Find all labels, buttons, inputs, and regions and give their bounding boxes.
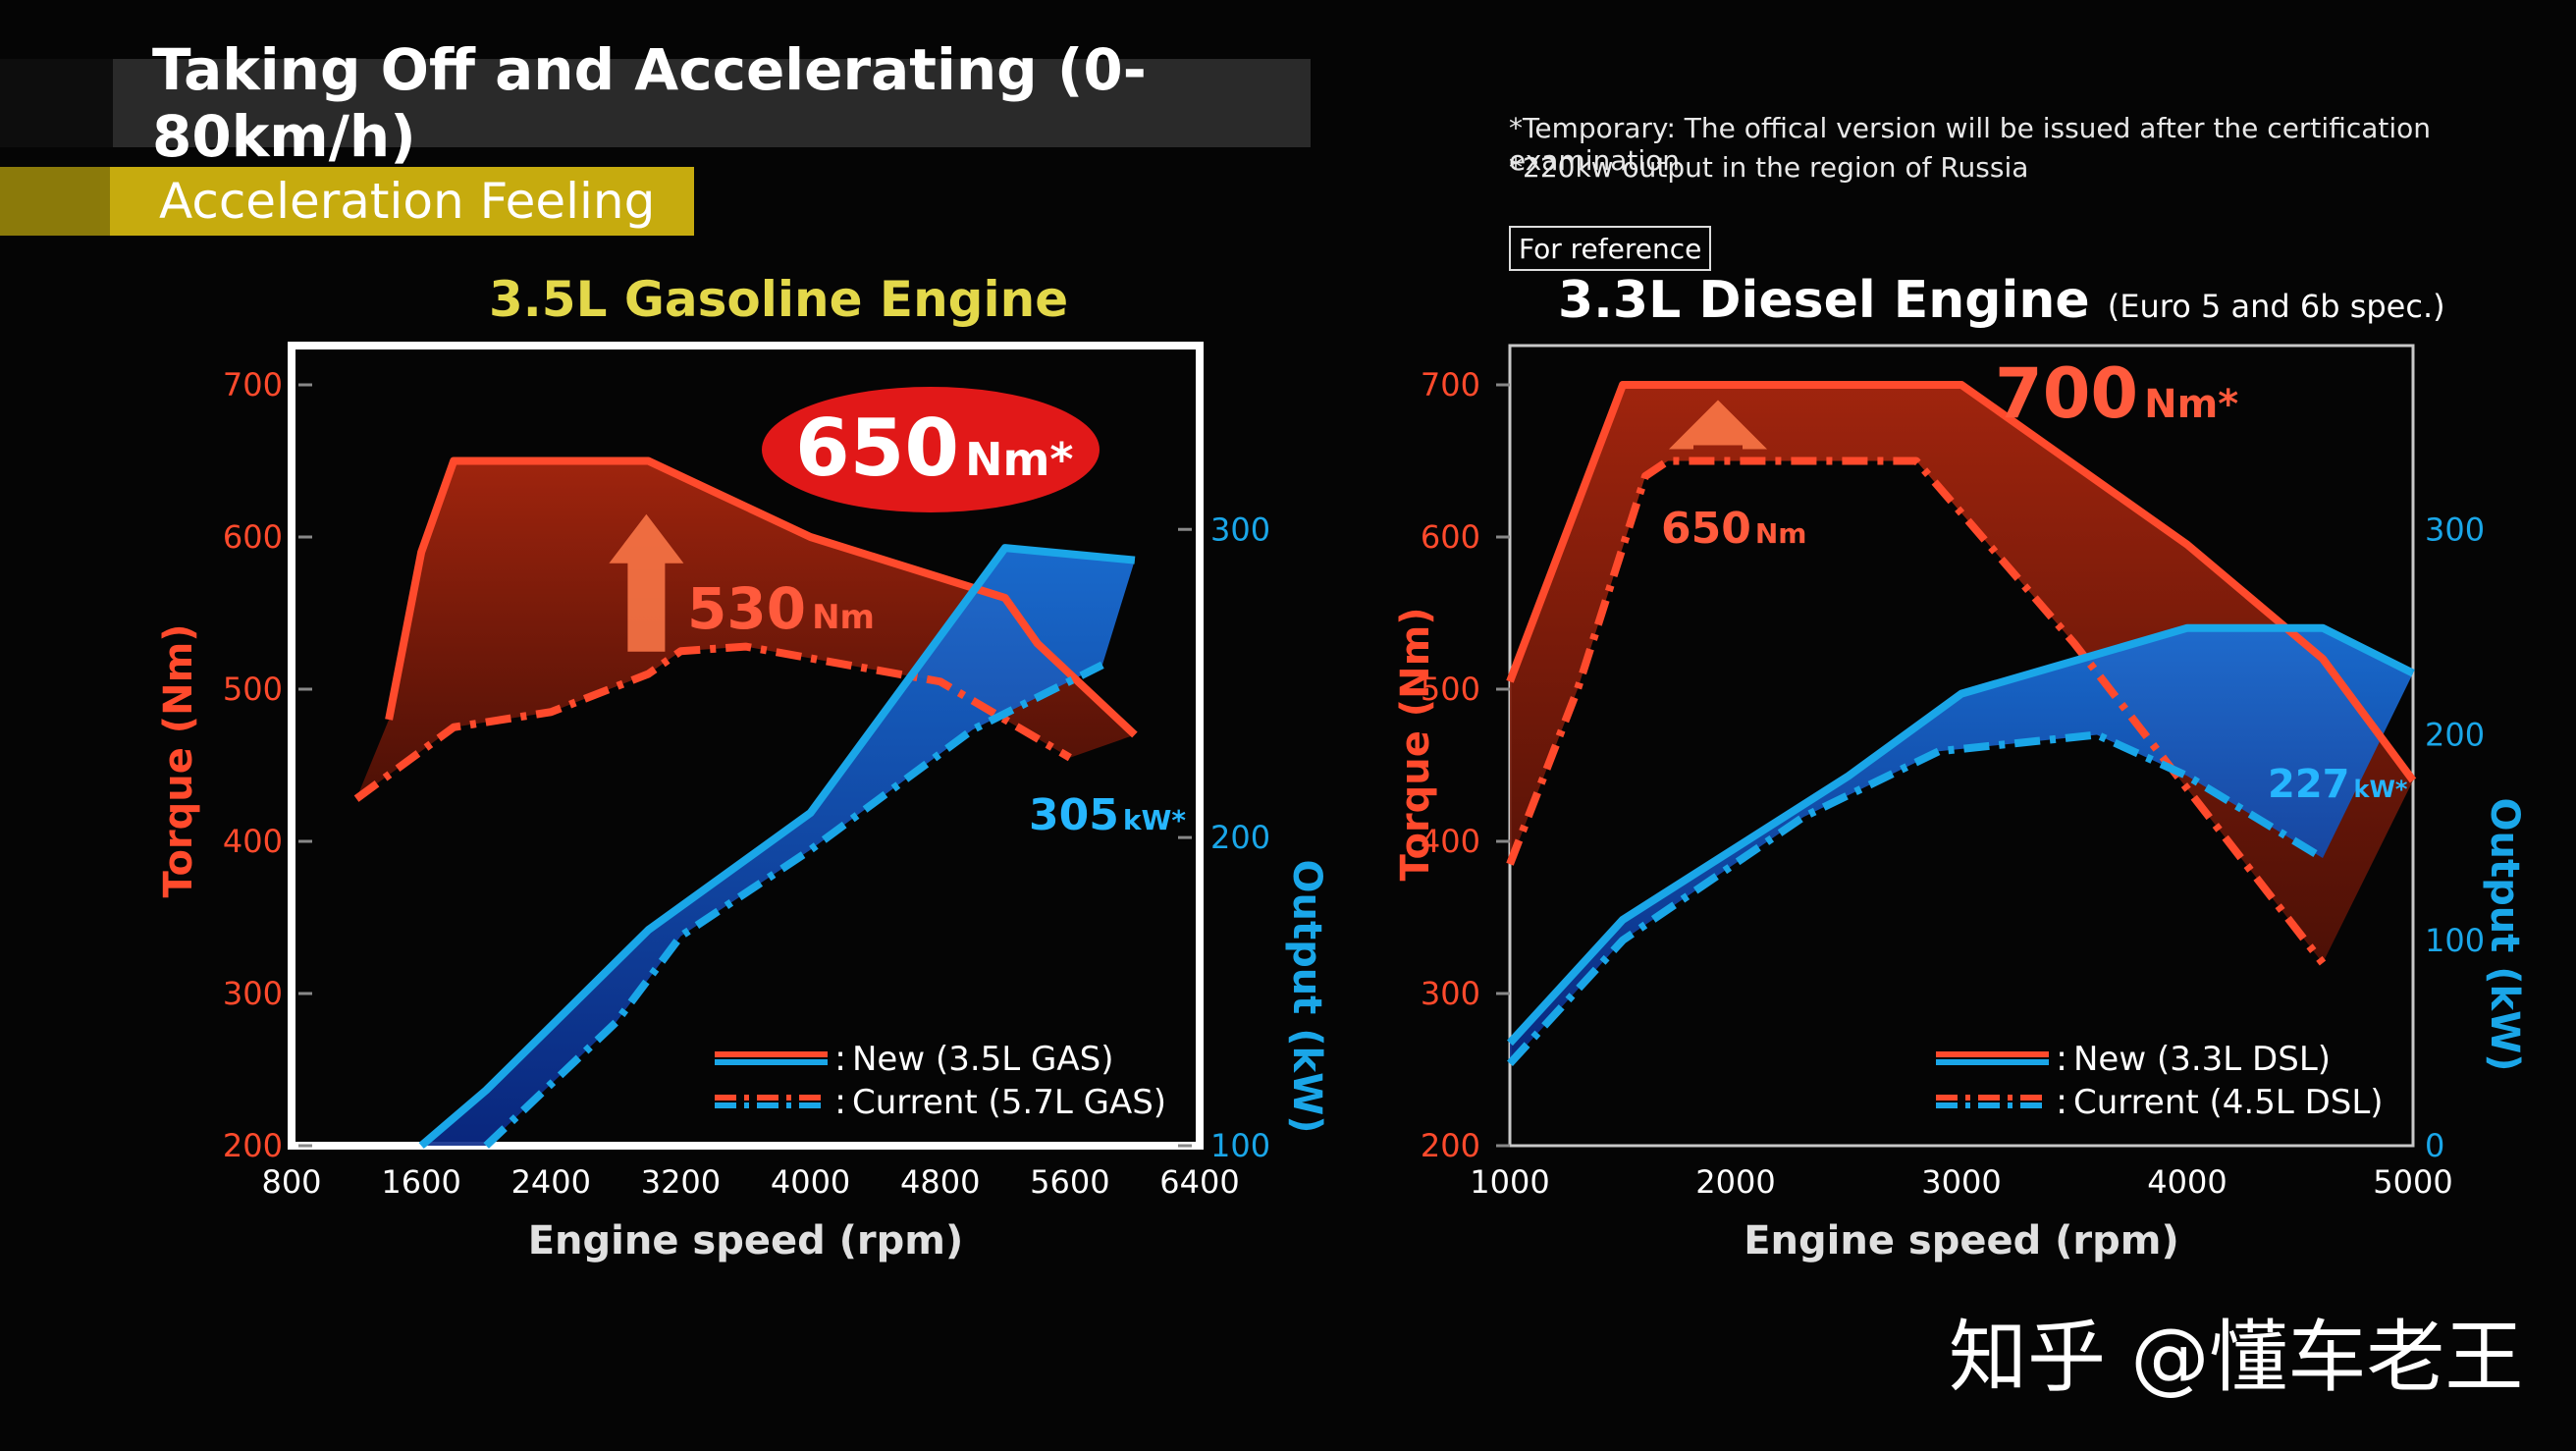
gas-xtick-label: 6400	[1159, 1163, 1239, 1201]
dsl-y-axis-title: Torque (Nm)	[1393, 607, 1438, 881]
dsl-current-torque-callout: 650 Nm	[1661, 504, 1806, 554]
dsl-y2-axis-title: Output (kW)	[2482, 797, 2527, 1071]
dsl-xtick-label: 1000	[1470, 1163, 1549, 1201]
dsl-xtick-label: 2000	[1695, 1163, 1775, 1201]
gas-y2tick-label: 300	[1210, 511, 1270, 548]
diesel-chart-subtitle: (Euro 5 and 6b spec.)	[2107, 288, 2445, 325]
gas-xtick-label: 1600	[381, 1163, 460, 1201]
gas-torque-gain-area	[356, 460, 1135, 799]
dsl-ytick-label: 400	[1421, 823, 1480, 860]
gas-legend-colon: :	[834, 1082, 846, 1122]
dsl-y2tick-label: 300	[2425, 511, 2485, 548]
gas-series-current-output	[483, 661, 1104, 1149]
dsl-ytick-label: 500	[1421, 671, 1480, 708]
gas-ytick-label: 300	[223, 975, 283, 1012]
dsl-current-torque-unit: Nm	[1755, 517, 1807, 550]
dsl-xtick-label: 4000	[2147, 1163, 2227, 1201]
dsl-y2tick-label: 0	[2425, 1127, 2444, 1164]
gas-xtick-label: 3200	[641, 1163, 721, 1201]
gas-ytick-label: 600	[223, 518, 283, 556]
subtitle-bar-accent	[0, 167, 110, 236]
gas-peak-output-value: 305	[1029, 790, 1119, 840]
gas-series-new-output	[418, 544, 1136, 1150]
gas-output-gain-area	[421, 548, 1135, 1146]
gas-peak-torque-badge	[762, 387, 1100, 512]
dsl-output-gain-area	[1510, 627, 2413, 1064]
dsl-x-axis-title: Engine speed (rpm)	[1744, 1218, 2179, 1263]
dsl-peak-torque-callout: 700 Nm*	[1995, 353, 2238, 434]
gas-legend-label: Current (5.7L GAS)	[852, 1083, 1166, 1122]
gas-peak-torque-callout: 650 Nm*	[795, 403, 1074, 494]
watermark: 知乎 @懂车老王	[1949, 1312, 2524, 1403]
dsl-legend-label: Current (4.5L DSL)	[2073, 1083, 2384, 1122]
gas-ytick-label: 500	[223, 671, 283, 708]
gas-legend-colon: :	[834, 1039, 846, 1079]
title-bar: Taking Off and Accelerating (0-80km/h)	[113, 36, 1311, 170]
gas-current-torque-value: 530	[687, 575, 806, 642]
gas-xtick-label: 800	[261, 1163, 321, 1201]
gas-legend-label: New (3.5L GAS)	[852, 1040, 1114, 1079]
dsl-ytick-label: 600	[1421, 518, 1480, 556]
dsl-xtick-label: 3000	[1921, 1163, 2001, 1201]
reference-badge: For reference	[1509, 226, 1712, 271]
dsl-legend-label: New (3.3L DSL)	[2073, 1040, 2331, 1079]
page-subtitle: Acceleration Feeling	[159, 173, 656, 230]
page-title: Taking Off and Accelerating (0-80km/h)	[152, 36, 1147, 170]
dsl-current-torque-value: 650	[1661, 504, 1751, 554]
dsl-peak-torque-value: 700	[1995, 353, 2138, 434]
title-bar-accent	[0, 59, 113, 147]
note-russia: *220kw output in the region of Russia	[1509, 151, 2029, 184]
dsl-legend-colon: :	[2056, 1039, 2067, 1079]
gas-xtick-label: 4000	[771, 1163, 850, 1201]
gas-xtick-label: 5600	[1030, 1163, 1109, 1201]
dsl-ytick-label: 200	[1421, 1127, 1480, 1164]
gas-series-new-torque	[385, 457, 1138, 738]
dsl-series-new-torque	[1506, 381, 2417, 783]
gas-x-axis-title: Engine speed (rpm)	[528, 1218, 964, 1263]
gas-y-axis-title: Torque (Nm)	[156, 623, 201, 897]
dsl-peak-torque-unit: Nm*	[2144, 382, 2238, 427]
note-temporary: *Temporary: The offical version will be …	[1509, 112, 2432, 177]
dsl-ytick-label: 300	[1421, 975, 1480, 1012]
gas-ytick-label: 700	[223, 366, 283, 403]
gas-current-torque-callout: 530 Nm	[687, 575, 875, 642]
diesel-chart-title-text: 3.3L Diesel Engine	[1558, 271, 2090, 330]
gas-peak-output-callout: 305 kW*	[1029, 790, 1186, 840]
dsl-torque-increase-arrow	[1669, 400, 1767, 450]
dsl-peak-output-unit: kW*	[2354, 776, 2408, 803]
gasoline-chart-title: 3.5L Gasoline Engine	[489, 271, 1069, 328]
gas-ytick-label: 200	[223, 1127, 283, 1164]
dsl-series-current-output	[1507, 730, 2326, 1067]
gas-peak-output-unit: kW*	[1123, 804, 1187, 836]
diesel-chart-title: 3.3L Diesel Engine (Euro 5 and 6b spec.)	[1558, 271, 2445, 330]
gas-current-torque-unit: Nm	[812, 598, 875, 637]
gas-plot-frame	[288, 342, 1204, 1150]
gas-xtick-label: 2400	[511, 1163, 591, 1201]
dsl-peak-output-value: 227	[2268, 762, 2350, 807]
gas-y2tick-label: 200	[1210, 819, 1270, 856]
dsl-y2tick-label: 200	[2425, 717, 2485, 754]
gas-ytick-label: 400	[223, 823, 283, 860]
dsl-y2tick-label: 100	[2425, 922, 2485, 959]
dsl-series-new-output	[1507, 623, 2415, 1047]
gas-y2-axis-title: Output (kW)	[1284, 859, 1329, 1133]
dsl-legend-colon: :	[2056, 1082, 2067, 1122]
dsl-peak-output-callout: 227 kW*	[2268, 762, 2408, 807]
gas-y2tick-label: 100	[1210, 1127, 1270, 1164]
gas-torque-increase-arrow	[609, 513, 684, 652]
dsl-series-current-torque	[1506, 457, 2327, 966]
gas-xtick-label: 4800	[900, 1163, 980, 1201]
gas-series-current-torque	[353, 642, 1072, 802]
dsl-ytick-label: 700	[1421, 366, 1480, 403]
dsl-xtick-label: 5000	[2373, 1163, 2452, 1201]
gas-peak-torque-unit: Nm*	[965, 433, 1074, 486]
subtitle-bar: Acceleration Feeling	[110, 167, 694, 236]
gas-peak-torque-value: 650	[795, 403, 959, 494]
